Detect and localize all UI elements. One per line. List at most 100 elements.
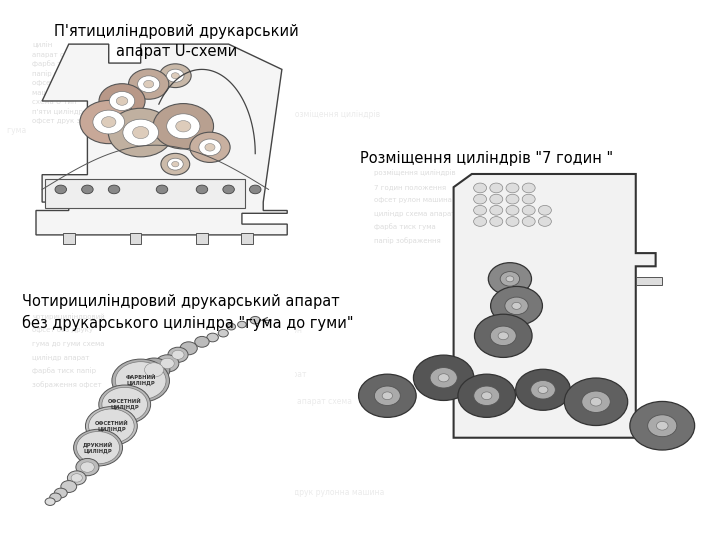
Circle shape [145,363,163,377]
Text: гума до гуми апарат: гума до гуми апарат [312,300,396,308]
Circle shape [81,462,94,472]
Text: схема офсет рулон: схема офсет рулон [274,274,351,283]
Circle shape [359,374,416,417]
Text: розміщення циліндрів: розміщення циліндрів [374,170,456,177]
FancyBboxPatch shape [241,233,253,244]
Circle shape [171,73,179,79]
Text: гума офсет тиск: гума офсет тиск [559,314,626,323]
Circle shape [582,391,611,413]
Text: офсет рулон: офсет рулон [32,80,79,86]
Text: схема U тип: схема U тип [32,99,77,105]
Circle shape [93,110,125,134]
Text: суспільство 7 годин: суспільство 7 годин [415,467,497,476]
Text: офсет рулон машина: офсет рулон машина [374,198,452,204]
Text: гума до гуми схема: гума до гуми схема [32,341,105,347]
Text: зображення офсет: зображення офсет [32,381,102,388]
Text: п'яти циліндровий: п'яти циліндровий [32,108,101,115]
Circle shape [522,194,535,204]
Circle shape [222,185,234,194]
Circle shape [73,429,122,466]
Circle shape [531,381,555,399]
Circle shape [506,205,519,215]
Text: цилін: цилін [32,42,53,48]
Circle shape [249,185,261,194]
Text: ДРУКНИЙ
ЦИЛІНДР: ДРУКНИЙ ЦИЛІНДР [83,442,113,454]
Circle shape [89,409,134,443]
FancyBboxPatch shape [130,233,141,244]
Circle shape [71,474,82,482]
Circle shape [500,272,520,286]
Circle shape [76,458,99,476]
Circle shape [506,276,514,282]
Circle shape [590,397,602,406]
Circle shape [60,481,77,492]
Circle shape [657,421,668,430]
Circle shape [55,185,66,194]
Circle shape [648,415,677,437]
Circle shape [109,91,135,111]
Circle shape [474,194,487,204]
Circle shape [522,183,535,193]
Circle shape [458,374,516,417]
Circle shape [438,374,449,382]
Text: папір зображення: папір зображення [374,237,441,244]
Circle shape [374,386,400,406]
Circle shape [144,80,154,88]
Circle shape [194,336,209,347]
Text: циліндр апарат схема: циліндр апарат схема [88,390,178,399]
FancyBboxPatch shape [371,162,702,462]
Circle shape [474,205,487,215]
Polygon shape [36,44,287,235]
Text: чотирициліндровий: чотирициліндровий [32,313,105,320]
Circle shape [45,498,55,505]
Circle shape [564,378,628,426]
Text: машина папір зображення: машина папір зображення [311,206,420,215]
Circle shape [86,407,138,446]
Circle shape [102,117,116,127]
Text: фарба тиск гума: фарба тиск гума [374,224,436,231]
Text: чотирициліндровий друк: чотирициліндровий друк [431,201,532,210]
Circle shape [506,183,519,193]
Circle shape [138,76,160,92]
Circle shape [176,120,191,132]
Circle shape [630,401,695,450]
Circle shape [539,205,552,215]
Circle shape [172,161,179,167]
Circle shape [123,119,158,146]
Circle shape [156,355,179,372]
Text: фарба тиск папір: фарба тиск папір [32,367,96,374]
Circle shape [99,385,150,424]
Circle shape [117,97,128,105]
Circle shape [474,217,487,226]
Circle shape [490,326,516,346]
Polygon shape [454,174,656,438]
Circle shape [76,431,120,464]
Circle shape [115,362,166,400]
Circle shape [99,84,145,118]
Circle shape [512,302,521,309]
Circle shape [108,185,120,194]
Circle shape [490,183,503,193]
Circle shape [413,355,474,401]
Circle shape [166,69,184,82]
Circle shape [199,139,221,156]
Circle shape [112,359,169,402]
Circle shape [190,132,230,163]
FancyBboxPatch shape [63,233,75,244]
Circle shape [482,392,492,400]
FancyBboxPatch shape [45,179,245,208]
Circle shape [166,114,200,139]
Circle shape [68,471,86,485]
Text: ОФСЕТНИЙ
ЦИЛІНДР: ОФСЕТНИЙ ЦИЛІНДР [94,421,128,431]
Text: Розміщення циліндрів "7 годин ": Розміщення циліндрів "7 годин " [360,151,613,166]
Circle shape [180,342,197,355]
Circle shape [539,217,552,226]
Circle shape [156,185,168,194]
Circle shape [108,108,173,157]
Text: папір фарба зображення: папір фарба зображення [238,395,341,404]
Circle shape [129,69,168,99]
Text: розміщення циліндрів: розміщення циліндрів [352,254,442,263]
Circle shape [488,262,531,295]
Circle shape [161,153,190,175]
Text: П'ятициліндровий друкарський
апарат U-схеми: П'ятициліндровий друкарський апарат U-сх… [54,24,299,59]
